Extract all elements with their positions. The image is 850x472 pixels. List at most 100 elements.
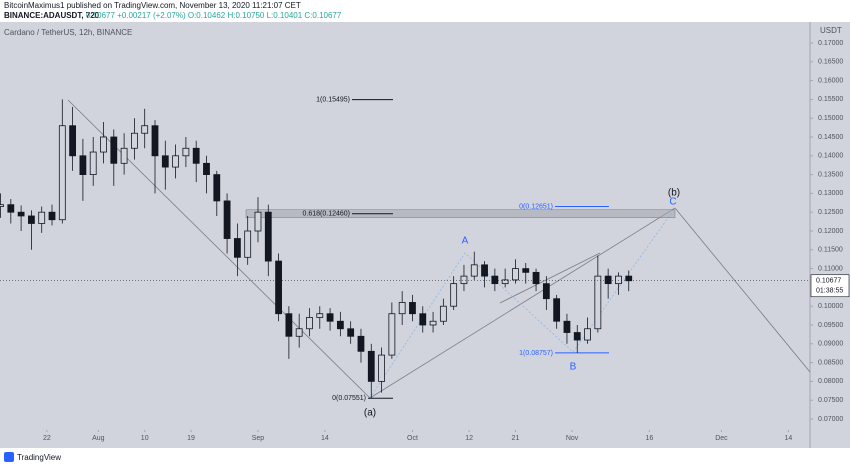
wave-label: (a) (364, 408, 376, 419)
candle-body (192, 147, 200, 164)
candle-body (326, 313, 334, 322)
candle-body (69, 125, 77, 157)
x-tick-label: Oct (407, 435, 418, 442)
wave-label: C (669, 197, 676, 208)
candle-body (439, 305, 447, 322)
candle-body (522, 268, 530, 273)
trend-line (67, 99, 371, 399)
x-tick-label: 10 (141, 435, 149, 442)
channel-line (499, 252, 601, 304)
candle-body (285, 313, 293, 337)
candle-body (491, 275, 499, 285)
candle-body (584, 328, 591, 341)
y-tick-label: 0.07000 (818, 416, 843, 423)
candle-body (100, 136, 107, 153)
logo-icon (4, 452, 14, 462)
y-tick-label: 0.16000 (818, 77, 843, 84)
candle-body (460, 275, 468, 285)
y-tick-label: 0.16500 (818, 59, 843, 66)
publisher-line: BitcoinMaximus1 published on TradingView… (4, 1, 301, 10)
candle-body (625, 275, 633, 282)
candle-body (542, 283, 550, 300)
y-tick-label: 0.09000 (818, 341, 843, 348)
candle-body (0, 204, 4, 207)
y-tick-label: 0.17000 (818, 40, 843, 47)
candle-body (264, 211, 272, 262)
candle-body (398, 302, 406, 315)
candle-body (316, 313, 324, 318)
wave-label: B (570, 362, 577, 373)
candle-body (604, 275, 612, 285)
candle-body (48, 211, 56, 221)
x-tick-label: Aug (92, 435, 105, 442)
x-tick-label: Nov (566, 435, 579, 442)
candle-body (553, 298, 561, 322)
y-tick-label: 0.12500 (818, 209, 843, 216)
x-tick-label: Sep (252, 435, 265, 442)
fib-zone (245, 209, 676, 218)
candle-body (79, 155, 87, 176)
candle-body (594, 275, 602, 330)
candle-body (275, 260, 282, 315)
last-price-label: 0.10677 (816, 278, 841, 285)
candle-body (38, 211, 46, 224)
candle-body (532, 271, 540, 285)
x-tick-label: Dec (715, 435, 728, 442)
candle-body (347, 328, 355, 337)
candle-body (615, 275, 622, 285)
y-tick-label: 0.08500 (818, 359, 843, 366)
x-tick-label: 21 (512, 435, 520, 442)
candle-body (28, 215, 35, 224)
candles (0, 99, 633, 399)
candle-body (17, 211, 25, 217)
y-tick-label: 0.14000 (818, 153, 843, 160)
candle-body (563, 320, 571, 333)
candle-body (223, 200, 231, 239)
fib-label: 0(0.07551) (332, 395, 366, 402)
fib-label: 1(0.15495) (316, 96, 350, 103)
candle-body (7, 204, 15, 213)
candle-body (58, 125, 66, 221)
y-tick-label: 0.09500 (818, 322, 843, 329)
x-tick-label: 14 (784, 435, 792, 442)
candle-body (429, 320, 437, 326)
drawings (67, 99, 811, 399)
y-tick-label: 0.12000 (818, 228, 843, 235)
candle-body (130, 132, 138, 149)
fib-label: 0.618(0.12460) (303, 211, 350, 218)
x-tick-label: 19 (187, 435, 195, 442)
candle-body (512, 268, 519, 281)
candle-body (161, 155, 169, 168)
candle-body (470, 264, 478, 277)
candle-body (367, 350, 375, 382)
candle-body (244, 230, 252, 258)
candle-body (120, 147, 128, 164)
wave-label: A (462, 236, 469, 247)
candle-body (172, 155, 179, 168)
fib-annotations: 1(0.15495) 0.618(0.12460) 0(0.07551) 0(0.12… (245, 96, 676, 402)
chart-title: Cardano / TetherUS, 12h, BINANCE (4, 28, 132, 37)
candle-body (501, 279, 509, 285)
y-tick-label: 0.08000 (818, 378, 843, 385)
candle-body (89, 151, 97, 175)
candle-body (213, 174, 221, 202)
candle-body (151, 125, 159, 157)
wave-label: (b) (668, 188, 680, 199)
footer[interactable]: TradingView (4, 452, 61, 462)
y-tick-label: 0.15500 (818, 96, 843, 103)
y-tick-label: 0.15000 (818, 115, 843, 122)
candle-body (409, 302, 416, 315)
price-unit: USDT (820, 26, 842, 35)
x-tick-label: 16 (645, 435, 653, 442)
chart-background (0, 22, 850, 448)
y-tick-label: 0.10000 (818, 303, 843, 310)
logo-text: TradingView (17, 453, 61, 462)
candle-body (357, 335, 365, 352)
candle-body (573, 332, 581, 341)
fib-label: 0(0.12651) (519, 203, 553, 210)
candle-body (336, 320, 344, 330)
candle-body (306, 317, 313, 330)
candle-body (233, 238, 241, 258)
